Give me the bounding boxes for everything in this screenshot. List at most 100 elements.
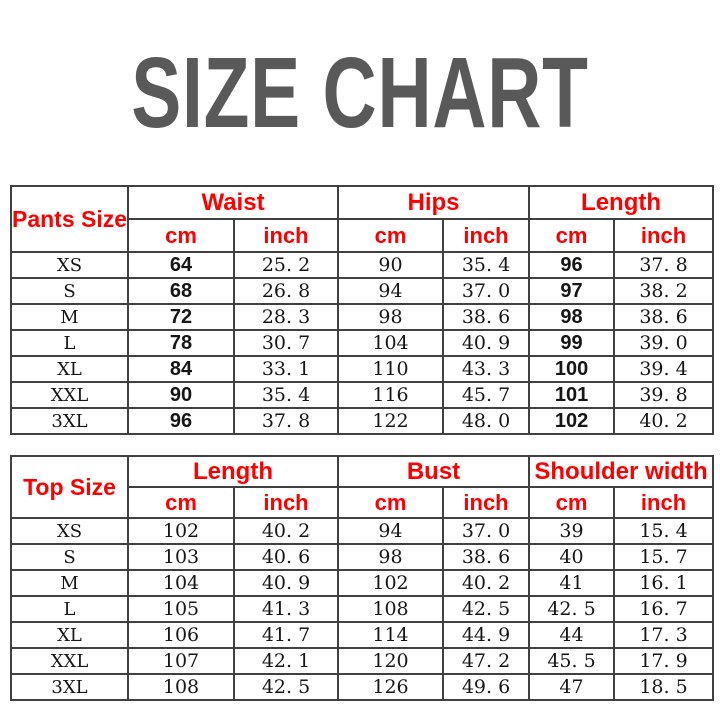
value-cell: 102 <box>528 407 616 435</box>
table-row: XXL 90 35. 4 116 45. 7 101 39. 8 <box>10 381 715 409</box>
table-row: S 103 40. 6 98 38. 6 40 15. 7 <box>10 543 715 571</box>
value-cell: 40 <box>528 543 616 571</box>
value-cell: 100 <box>528 355 616 383</box>
top-size-table: Top Size Length Bust Shoulder width cm i… <box>10 455 715 701</box>
value-cell: 16. 1 <box>613 569 715 597</box>
value-cell: 40. 2 <box>613 407 715 435</box>
value-cell: 102 <box>337 569 445 597</box>
value-cell: 122 <box>337 407 444 435</box>
unit-header-cm: cm <box>337 486 445 519</box>
unit-header-cm: cm <box>528 486 616 519</box>
size-label-cell: XL <box>10 355 129 383</box>
table-row: L 78 30. 7 104 40. 9 99 39. 0 <box>10 329 715 357</box>
table-row: XL 106 41. 7 114 44. 9 44 17. 3 <box>10 621 715 649</box>
value-cell: 72 <box>127 303 235 331</box>
value-cell: 25. 2 <box>233 251 339 279</box>
table-row: M 104 40. 9 102 40. 2 41 16. 1 <box>10 569 715 597</box>
value-cell: 99 <box>528 329 616 357</box>
unit-header-inch: inch <box>233 218 339 253</box>
value-cell: 120 <box>337 647 445 675</box>
value-cell: 37. 8 <box>233 407 339 435</box>
value-cell: 94 <box>337 517 445 545</box>
unit-header-inch: inch <box>613 218 715 253</box>
value-cell: 15. 4 <box>613 517 715 545</box>
value-cell: 35. 4 <box>441 251 531 279</box>
group-header-bust: Bust <box>337 455 531 488</box>
value-cell: 105 <box>127 595 235 623</box>
unit-header-cm: cm <box>127 218 235 253</box>
group-header-waist: Waist <box>127 185 339 220</box>
value-cell: 98 <box>337 303 444 331</box>
value-cell: 102 <box>127 517 235 545</box>
pants-size-tbody: XS 64 25. 2 90 35. 4 96 37. 8 S 68 26. 8 94 37. 0 97… <box>10 251 715 435</box>
size-label-cell: L <box>10 329 129 357</box>
value-cell: 47 <box>528 673 616 701</box>
value-cell: 33. 1 <box>233 355 339 383</box>
value-cell: 108 <box>337 595 445 623</box>
group-header-length: Length <box>528 185 715 220</box>
group-header-length: Length <box>126 455 340 488</box>
pants-size-table: Pants Size Waist Hips Length cm inch cm … <box>10 185 715 435</box>
group-header-hips: Hips <box>336 185 531 220</box>
unit-header-cm: cm <box>528 218 616 253</box>
value-cell: 126 <box>337 673 445 701</box>
value-cell: 39. 8 <box>613 381 715 409</box>
table-row: L 105 41. 3 108 42. 5 42. 5 16. 7 <box>10 595 715 623</box>
unit-header-inch: inch <box>232 486 340 519</box>
value-cell: 101 <box>528 381 616 409</box>
table-row: 3XL 96 37. 8 122 48. 0 102 40. 2 <box>10 407 715 435</box>
value-cell: 96 <box>127 407 235 435</box>
table-row: XL 84 33. 1 110 43. 3 100 39. 4 <box>10 355 715 383</box>
value-cell: 98 <box>528 303 616 331</box>
group-header-shoulder-width: Shoulder width <box>528 455 715 488</box>
top-size-tbody: XS 102 40. 2 94 37. 0 39 15. 4 S 103 40. 6 98 38. 6… <box>10 517 715 701</box>
value-cell: 40. 2 <box>442 569 531 597</box>
value-cell: 110 <box>337 355 444 383</box>
size-label-cell: L <box>10 595 129 623</box>
value-cell: 42. 1 <box>232 647 340 675</box>
value-cell: 41. 7 <box>232 621 340 649</box>
value-cell: 18. 5 <box>613 673 715 701</box>
value-cell: 45. 5 <box>528 647 616 675</box>
size-label-cell: S <box>10 277 129 305</box>
value-cell: 38. 6 <box>441 303 531 331</box>
value-cell: 104 <box>127 569 235 597</box>
value-cell: 104 <box>337 329 444 357</box>
top-size-corner-label: Top Size <box>10 455 129 519</box>
value-cell: 108 <box>127 673 235 701</box>
value-cell: 40. 6 <box>232 543 340 571</box>
value-cell: 98 <box>337 543 445 571</box>
value-cell: 28. 3 <box>233 303 339 331</box>
table-row: S 68 26. 8 94 37. 0 97 38. 2 <box>10 277 715 305</box>
value-cell: 44 <box>528 621 616 649</box>
size-label-cell: M <box>10 303 129 331</box>
value-cell: 114 <box>337 621 445 649</box>
value-cell: 30. 7 <box>233 329 339 357</box>
value-cell: 39. 0 <box>613 329 715 357</box>
size-label-cell: XS <box>10 517 129 545</box>
value-cell: 37. 0 <box>441 277 531 305</box>
value-cell: 39. 4 <box>613 355 715 383</box>
value-cell: 90 <box>127 381 235 409</box>
value-cell: 35. 4 <box>233 381 339 409</box>
value-cell: 26. 8 <box>233 277 339 305</box>
value-cell: 43. 3 <box>441 355 531 383</box>
unit-header-cm: cm <box>337 218 444 253</box>
size-label-cell: S <box>10 543 129 571</box>
value-cell: 48. 0 <box>441 407 531 435</box>
value-cell: 40. 9 <box>232 569 340 597</box>
size-label-cell: M <box>10 569 129 597</box>
size-label-cell: 3XL <box>10 673 129 701</box>
value-cell: 42. 5 <box>442 595 531 623</box>
value-cell: 39 <box>528 517 616 545</box>
table-row: XS 102 40. 2 94 37. 0 39 15. 4 <box>10 517 715 545</box>
value-cell: 40. 2 <box>232 517 340 545</box>
table-row: XXL 107 42. 1 120 47. 2 45. 5 17. 9 <box>10 647 715 675</box>
value-cell: 15. 7 <box>613 543 715 571</box>
table-row: M 72 28. 3 98 38. 6 98 38. 6 <box>10 303 715 331</box>
value-cell: 106 <box>127 621 235 649</box>
size-label-cell: XS <box>10 251 129 279</box>
value-cell: 16. 7 <box>613 595 715 623</box>
size-label-cell: XL <box>10 621 129 649</box>
